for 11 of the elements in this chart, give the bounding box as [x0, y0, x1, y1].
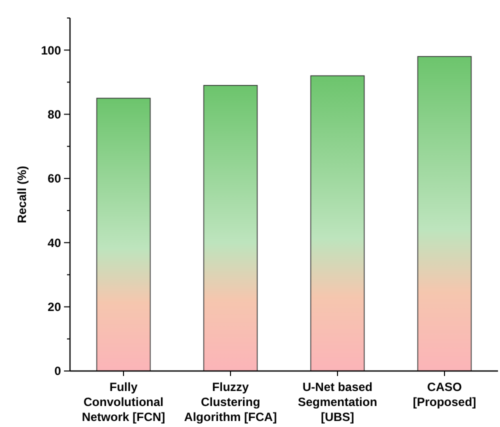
y-tick-label: 80 [48, 107, 62, 122]
y-axis-title: Recall (%) [15, 166, 29, 224]
y-tick-label: 0 [54, 364, 62, 378]
x-tick-label: CASO [Proposed] [412, 380, 476, 409]
x-tick-label: U-Net based Segmentation [UBS] [298, 380, 378, 424]
y-tick-label: 40 [48, 236, 62, 250]
x-tick-label: Fluzzy Clustering Algorithm [FCA] [184, 380, 277, 424]
x-tick-label: Fully Convolutional Network [FCN] [82, 380, 166, 424]
y-tick-label: 60 [48, 172, 62, 186]
y-tick-label: 100 [40, 43, 62, 58]
y-tick-label: 20 [48, 300, 62, 314]
